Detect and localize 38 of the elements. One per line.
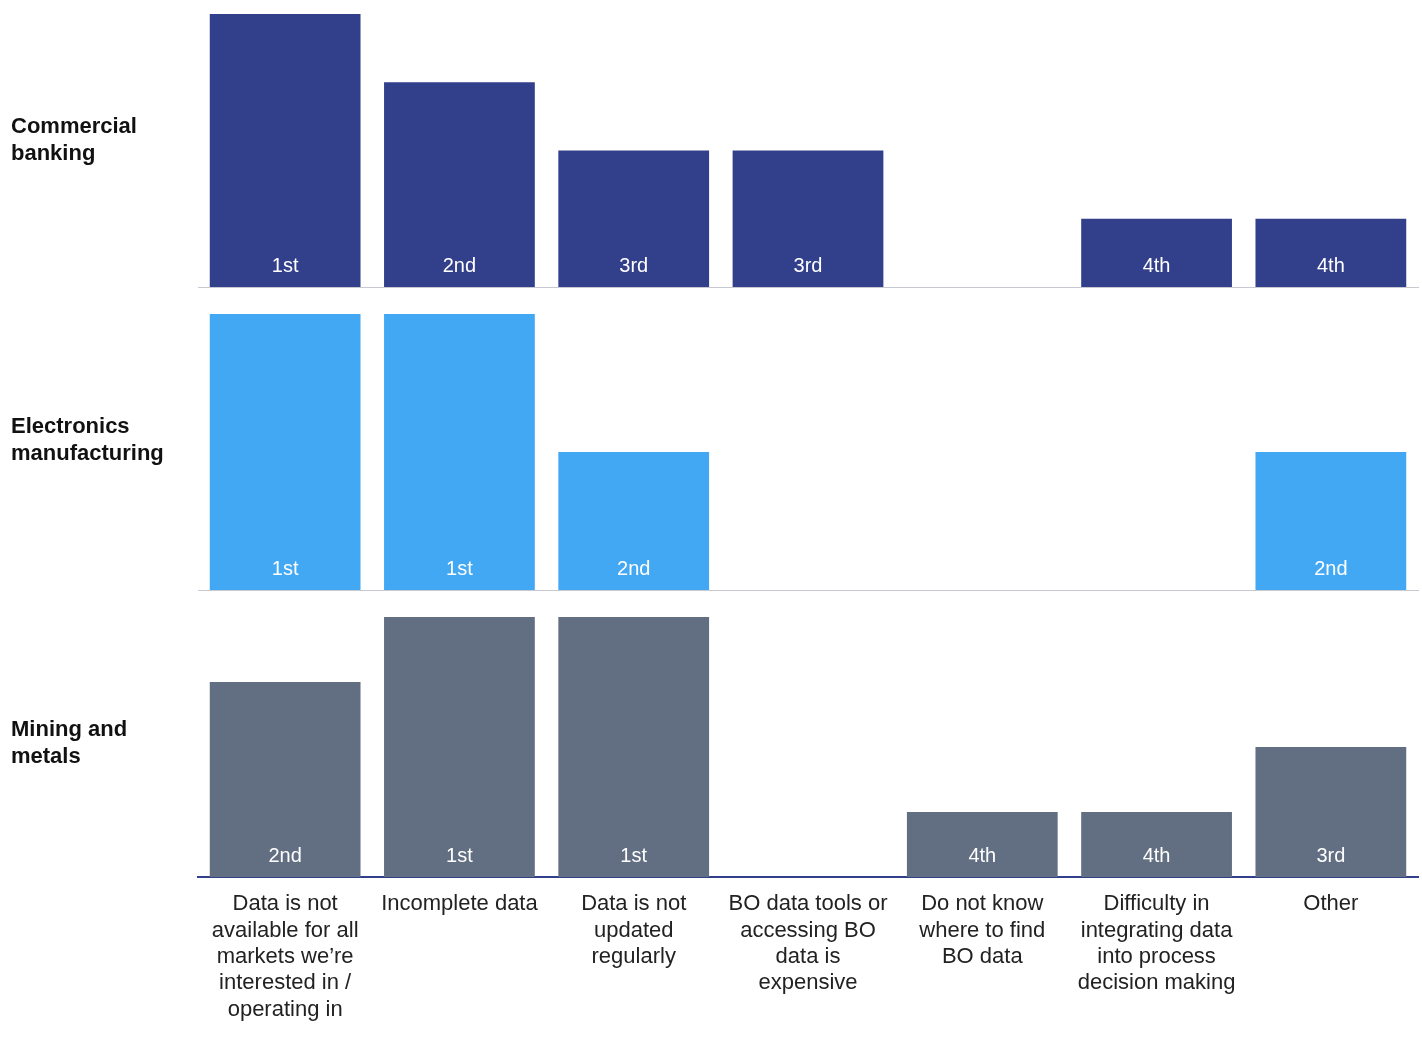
- annotation: 1st: [620, 844, 648, 866]
- x-tick-label: Incomplete data: [381, 890, 539, 916]
- x-tick-label: Data is not available for all markets we’re interested in / operating in: [211, 890, 359, 1021]
- annotation: 4th: [968, 844, 997, 866]
- annotation: 3rd: [793, 254, 823, 276]
- x-tick-label: Difficulty in integrating data into process decision making: [1077, 890, 1236, 995]
- bar: [209, 682, 361, 877]
- annotation: 2nd: [268, 844, 302, 866]
- x-tick-label: Do not know where to find BO data: [918, 890, 1046, 969]
- annotation: 1st: [271, 557, 299, 579]
- annotation: 2nd: [617, 557, 651, 579]
- bar: [732, 150, 884, 287]
- bar: [1255, 747, 1407, 877]
- bar: [1255, 218, 1407, 287]
- bar: [558, 617, 710, 877]
- text: Mining and metals: [11, 715, 129, 769]
- annotation: 3rd: [619, 254, 649, 276]
- bar: [906, 812, 1058, 877]
- annotation: 1st: [446, 557, 474, 579]
- x-tick-label: Data is not updated regularly: [581, 890, 687, 969]
- bar: [209, 14, 361, 287]
- bar: [384, 617, 535, 877]
- x-tick-label: BO data tools or accessing BO data is expensive: [728, 890, 888, 995]
- text: Commercial banking: [11, 112, 138, 166]
- annotation: 4th: [1316, 254, 1345, 276]
- bar: [384, 82, 535, 287]
- bar: [558, 150, 710, 287]
- bar: [1081, 812, 1232, 877]
- annotation: 4th: [1142, 844, 1171, 866]
- annotation: 2nd: [442, 254, 477, 276]
- text: Electronics manufacturing: [11, 412, 165, 466]
- bar: [1081, 218, 1232, 287]
- annotation: 1st: [271, 254, 299, 276]
- annotation: 2nd: [1314, 557, 1348, 579]
- x-tick-label: Other: [1303, 890, 1359, 916]
- annotation: 1st: [446, 844, 474, 866]
- annotation: 3rd: [1316, 844, 1346, 866]
- annotation: 4th: [1142, 254, 1171, 276]
